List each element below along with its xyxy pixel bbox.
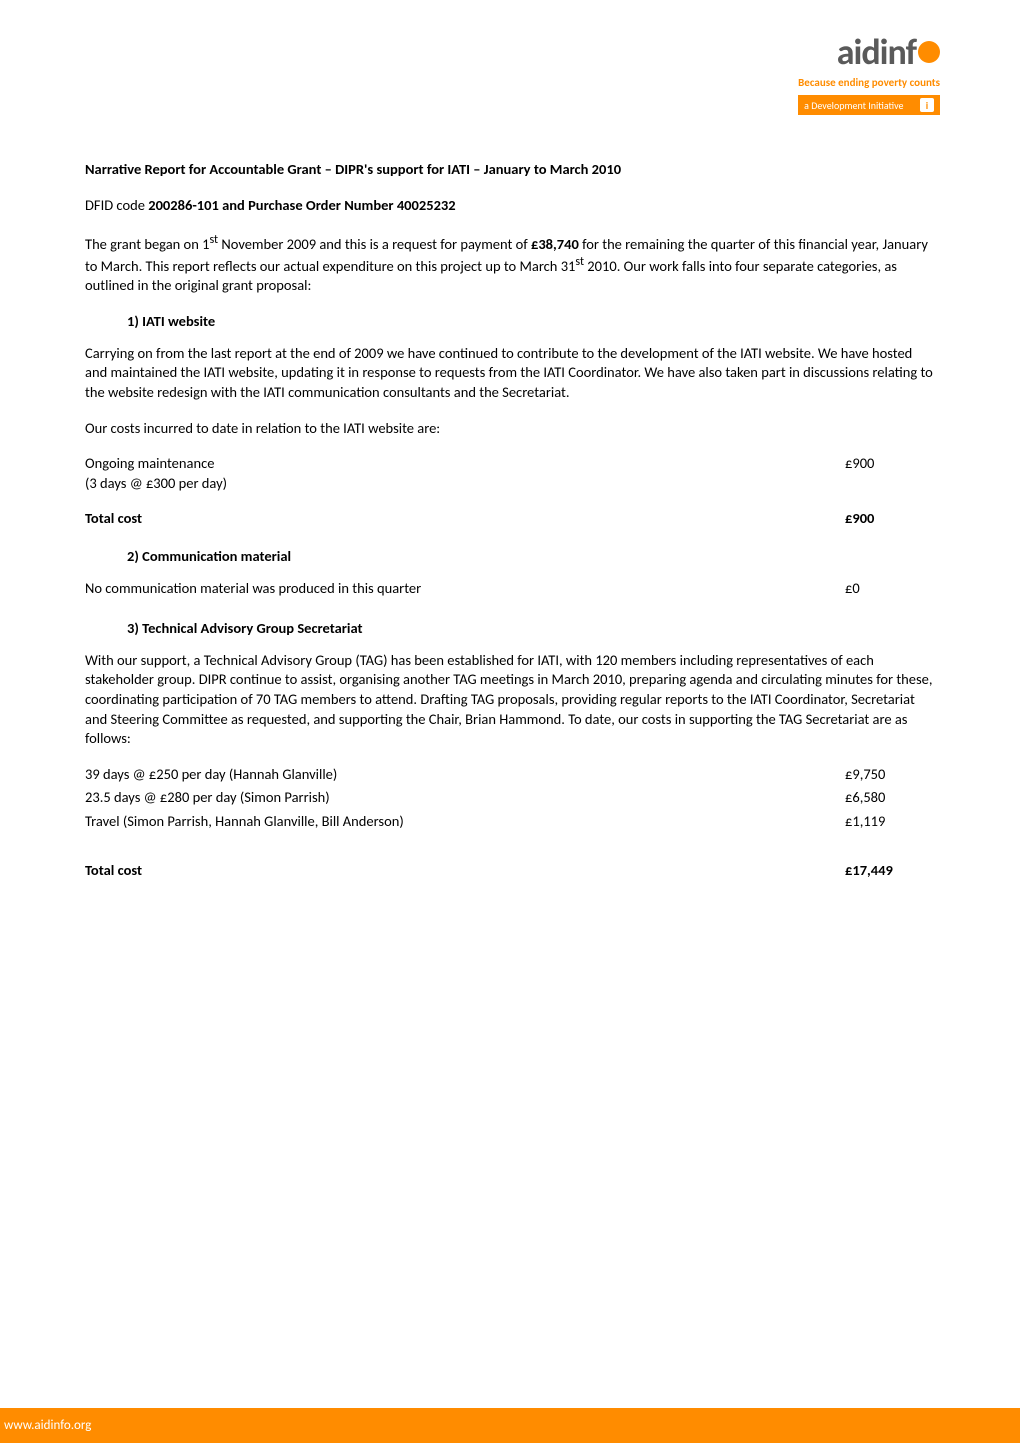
s1-line1-amount: £900 — [845, 454, 935, 493]
s2-cost-row: No communication material was produced i… — [85, 579, 935, 599]
section-2-heading: 2) Communication material — [127, 547, 935, 565]
document-title: Narrative Report for Accountable Grant –… — [85, 160, 935, 178]
document-body: Narrative Report for Accountable Grant –… — [0, 0, 1020, 879]
s3-cost-row: 23.5 days @ £280 per day (Simon Parrish)… — [85, 788, 935, 808]
section-3-heading: 3) Technical Advisory Group Secretariat — [127, 619, 935, 637]
section-3-paragraph: With our support, a Technical Advisory G… — [85, 651, 935, 749]
s3-row1-amount: £6,580 — [845, 788, 935, 808]
s3-total-row: Total cost £17,449 — [85, 861, 935, 879]
s2-line-amount: £0 — [845, 579, 935, 599]
section-1-paragraph: Carrying on from the last report at the … — [85, 344, 935, 403]
logo-bar: a Development Initiative i — [798, 95, 940, 115]
footer-bar: www.aidinfo.org — [0, 1408, 1020, 1443]
s3-cost-row: Travel (Simon Parrish, Hannah Glanville,… — [85, 812, 935, 832]
logo-circle-icon — [918, 41, 940, 63]
section-1-heading: 1) IATI website — [127, 312, 935, 330]
s1-cost-row: Ongoing maintenance (3 days @ £300 per d… — [85, 454, 935, 493]
s3-total-label: Total cost — [85, 861, 845, 879]
s3-row2-amount: £1,119 — [845, 812, 935, 832]
dfid-line: DFID code 200286-101 and Purchase Order … — [85, 196, 935, 216]
dfid-prefix: DFID code — [85, 196, 148, 214]
section-1-costs-intro: Our costs incurred to date in relation t… — [85, 419, 935, 439]
s1-line1-sub: (3 days @ £300 per day) — [85, 474, 227, 492]
logo-text: aidinf — [837, 30, 916, 74]
s3-row0-amount: £9,750 — [845, 765, 935, 785]
brand-logo: aidinf Because ending poverty counts a D… — [798, 30, 940, 115]
logo-tagline: Because ending poverty counts — [798, 76, 940, 89]
s1-total-row: Total cost £900 — [85, 509, 935, 527]
s3-cost-row: 39 days @ £250 per day (Hannah Glanville… — [85, 765, 935, 785]
s1-line1-label: Ongoing maintenance — [85, 454, 214, 472]
grant-amount: £38,740 — [531, 234, 579, 252]
logo-bar-text: a Development Initiative — [804, 99, 903, 112]
logo-wordmark: aidinf — [798, 30, 940, 74]
s3-row1-label: 23.5 days @ £280 per day (Simon Parrish) — [85, 788, 845, 808]
s3-row0-label: 39 days @ £250 per day (Hannah Glanville… — [85, 765, 845, 785]
s1-total-amount: £900 — [845, 509, 935, 527]
s3-total-amount: £17,449 — [845, 861, 935, 879]
footer-url: www.aidinfo.org — [4, 1418, 91, 1433]
s3-row2-label: Travel (Simon Parrish, Hannah Glanville,… — [85, 812, 845, 832]
s1-total-label: Total cost — [85, 509, 845, 527]
s2-line-label: No communication material was produced i… — [85, 579, 845, 599]
info-icon: i — [920, 98, 934, 112]
intro-paragraph: The grant began on 1st November 2009 and… — [85, 232, 935, 296]
dfid-code: 200286-101 and Purchase Order Number 400… — [148, 196, 455, 214]
